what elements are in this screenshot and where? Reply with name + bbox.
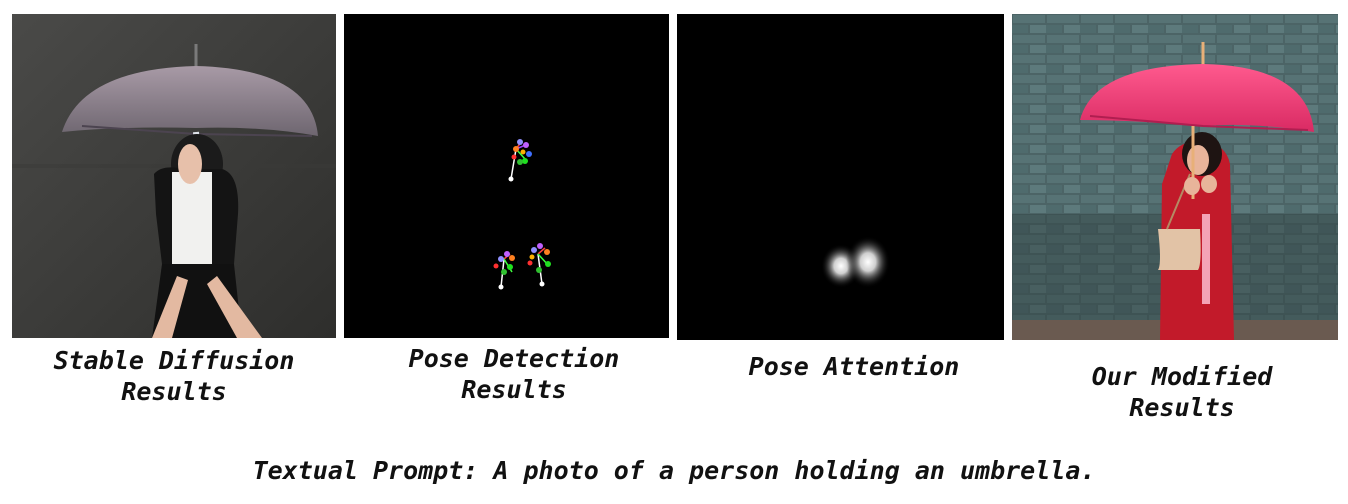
figure-caption: Textual Prompt: A photo of a person hold… — [252, 456, 1096, 485]
label-line: Results — [121, 377, 227, 406]
label-line: Stable Diffusion — [53, 346, 295, 375]
label-line: Pose Attention — [748, 352, 960, 381]
pose-attention-image — [677, 14, 1004, 340]
stable-diffusion-label: Stable Diffusion Results — [12, 345, 336, 407]
pose-attention-label: Pose Attention — [677, 351, 1031, 382]
label-line: Our Modified — [1091, 362, 1273, 391]
modified-result-label: Our Modified Results — [1012, 361, 1348, 423]
label-line: Results — [461, 375, 567, 404]
label-line: Pose Detection — [408, 344, 620, 373]
stable-diffusion-image — [12, 14, 336, 338]
pose-detection-image — [344, 14, 669, 338]
pose-detection-label: Pose Detection Results — [344, 343, 684, 405]
modified-result-image — [1012, 14, 1338, 340]
label-line: Results — [1129, 393, 1235, 422]
